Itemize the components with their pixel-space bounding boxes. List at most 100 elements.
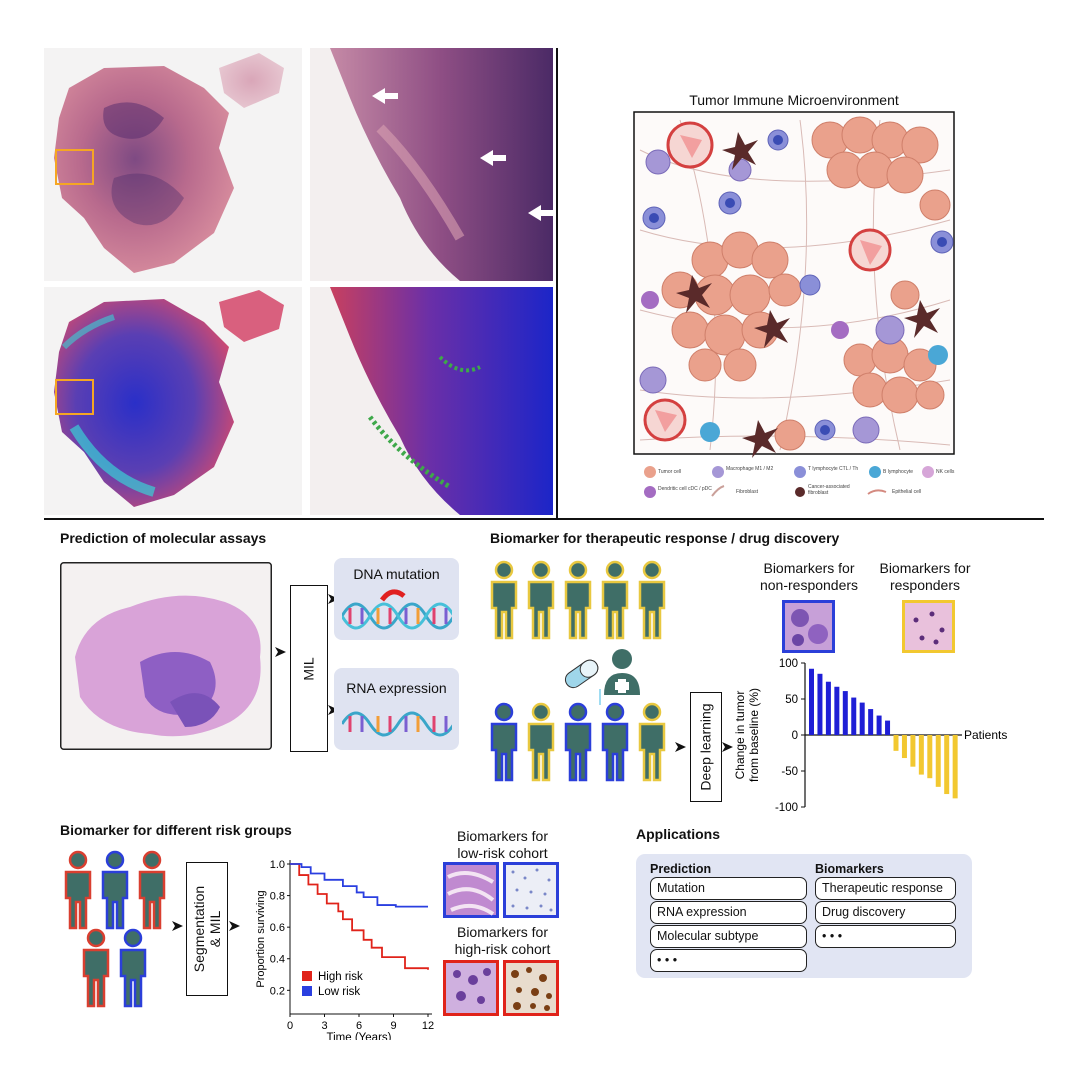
legend-label: Epithelial cell [892,489,922,495]
arrow-icon [328,705,339,715]
x-tick-label: 0 [287,1020,293,1032]
legend-swatch [302,986,312,996]
legend-label: Cancer-associated fibroblast [808,484,850,496]
responder-tile-image [902,600,955,653]
legend-label: Dendritic cell cDC / pDC [658,486,712,492]
arrow-marker-icon [372,88,398,104]
tme-legend [644,466,934,498]
arrow-icon [722,742,733,752]
y-tick-label: 0.4 [270,954,285,966]
arrow-icon [172,921,183,931]
waterfall-bar [918,735,924,775]
y-tick-label: 100 [779,658,798,670]
therapeutic-title: Biomarker for therapeutic response / dru… [490,530,840,546]
patient-icon [82,928,110,1008]
waterfall-bar [952,735,958,799]
rna-expression-label: RNA expression [346,680,447,696]
panel-a-roi-box [55,149,94,185]
patient-icon [638,702,666,782]
legend-label: NK cells [936,469,955,475]
app-item-more: • • • [815,925,956,948]
y-tick-label: -50 [781,766,798,778]
high-risk-tile-image [443,960,499,1016]
legend-fibroblast-icon [711,485,725,497]
waterfall-bar [851,697,857,735]
patient-icon [490,560,518,640]
patient-icon [119,928,147,1008]
patient-icon [138,850,166,930]
segmentation-mil-box: Segmentation & MIL [186,862,228,996]
y-tick-label: 0.8 [270,891,285,903]
horizontal-divider [44,518,1044,520]
applications-title: Applications [636,826,721,842]
tme-title: Tumor Immune Microenvironment [689,92,899,108]
waterfall-bar [834,686,840,735]
legend-label: High risk [318,971,363,983]
app-item-molecular-subtype: Molecular subtype [650,925,807,948]
waterfall-bar [876,715,882,735]
y-axis-label: Change in tumorfrom baseline (%) [733,688,761,782]
legend-epithelial-icon [867,489,887,495]
low-risk-tile-image [443,862,499,918]
x-tick-label: 12 [422,1020,434,1032]
applications-biomarkers-header: Biomarkers [815,862,884,876]
x-tick-label: 9 [390,1020,396,1032]
legend-caf-icon [795,487,805,497]
patient-icon [601,702,629,782]
x-axis-label: Patients [964,728,1007,742]
arrow-icon [675,742,686,752]
legend-label: T lymphocyte CTL / Th [808,466,859,472]
patient-icon [601,560,629,640]
legend-dendritic-cell-icon [644,486,656,498]
nonresponder-tile-image [782,600,835,653]
vertical-divider [556,48,558,518]
survival-curve [290,863,429,970]
patient-icon [527,702,555,782]
legend-tumor-cell-icon [644,466,656,478]
rna-strand-icon [342,711,452,737]
app-item-rna-expression: RNA expression [650,901,807,924]
patient-group-top [490,560,666,640]
y-axis-label-line: from baseline (%) [747,688,761,782]
waterfall-bar [927,735,933,779]
tme-illustration [633,111,955,458]
arrow-icon [275,647,286,657]
patient-icon [101,850,129,930]
molecular-wsi-image [60,562,272,750]
low-risk-label: Biomarkers for low-risk cohort [456,828,549,861]
survival-curve [290,863,428,908]
waterfall-bar [825,681,831,735]
molecular-title: Prediction of molecular assays [60,530,267,546]
legend-swatch [302,971,312,981]
waterfall-chart: 100 50 0 -50 -100 Patients Change in tumorfrom… [733,658,1007,814]
patient-group-bottom [490,702,666,782]
waterfall-bar [944,735,950,795]
waterfall-bar [901,735,907,759]
patient-icon [564,702,592,782]
legend-label: B lymphocyte [883,469,914,475]
mil-box: MIL [290,585,328,752]
responders-label: Biomarkers for responders [879,560,971,593]
y-tick-label: 1.0 [270,859,285,871]
waterfall-bar [859,702,865,735]
legend-label: Macrophage M1 / M2 [726,466,774,472]
legend-macrophage-icon [712,466,724,478]
patient-icon [527,560,555,640]
patient-group-risk [64,850,166,1008]
waterfall-bar [935,735,941,787]
waterfall-bar [809,668,814,735]
arrow-icon [229,921,240,931]
legend-label: Low risk [318,986,360,998]
app-item-more: • • • [650,949,807,972]
legend-t-lymphocyte-icon [794,466,806,478]
patient-icon [490,702,518,782]
legend-label: Fibroblast [736,489,758,495]
y-axis-label-line: Change in tumor [733,691,747,780]
y-tick-label: 0.2 [270,985,285,997]
x-tick-label: 6 [356,1020,362,1032]
panel-a-wsi-image [44,48,302,281]
pill-icon [564,659,599,689]
y-tick-label: -100 [775,802,798,814]
panel-b-zoom-image [310,287,553,515]
legend-b-lymphocyte-icon [869,466,881,478]
